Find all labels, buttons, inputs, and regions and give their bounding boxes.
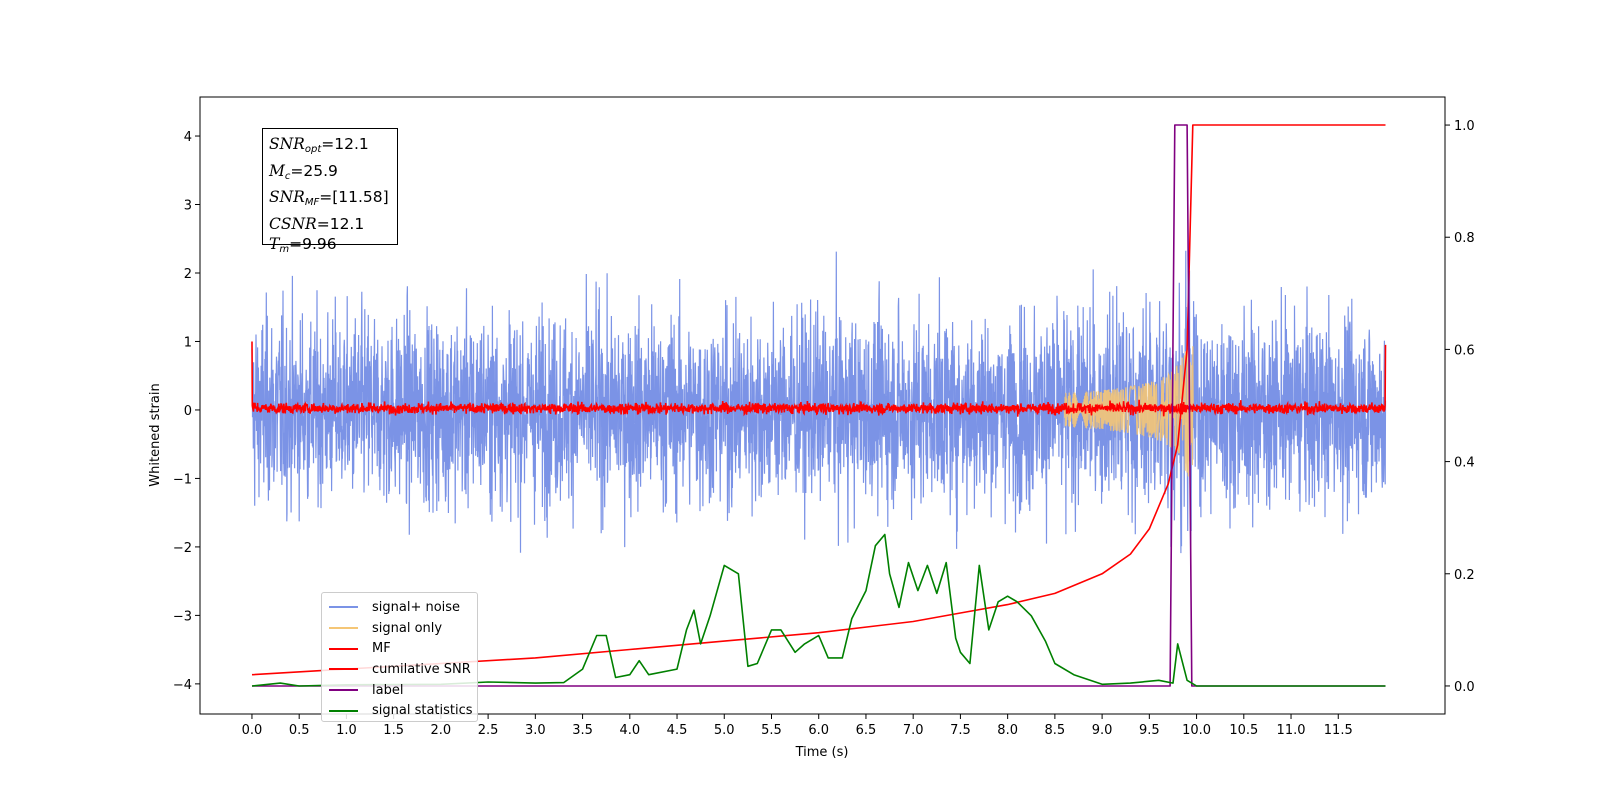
csnr-value: =12.1 [316,214,365,233]
x-tick-label: 0.5 [289,723,310,738]
legend-swatch [329,709,358,712]
x-tick-label: 8.0 [997,723,1018,738]
mf-series [251,341,1387,417]
info-box: SNRopt=12.1 Mc=25.9 SNRMF=[11.58] CSNR=1… [262,128,398,255]
y-right-tick-label: 0.8 [1454,231,1475,246]
legend-label: label [372,682,404,698]
x-tick-label: 11.0 [1277,723,1306,738]
y-tick-label: 0 [184,404,192,419]
x-tick-label: 3.5 [572,723,593,738]
tm-value: =9.96 [289,235,337,253]
x-tick-label: 3.0 [525,723,546,738]
legend-label: signal only [372,620,443,636]
x-tick-label: 6.0 [808,723,829,738]
signal-plus-noise-line [251,250,1387,554]
legend-swatch [329,606,358,609]
legend-swatch [329,668,358,671]
x-tick-label: 4.0 [619,723,640,738]
x-tick-label: 0.0 [242,723,263,738]
signal-statistics-line [251,533,1386,687]
x-tick-label: 10.5 [1229,723,1258,738]
y-tick-label: 2 [184,267,192,282]
legend-item: label [329,680,477,701]
mc-value: =25.9 [290,161,338,180]
tm-line: Tm=9.96 [269,235,337,255]
x-tick-label: 1.0 [336,723,357,738]
plot-frame [199,96,1446,715]
snr-opt-value: =12.1 [321,135,369,153]
signal-only-series [1063,344,1197,477]
signal-plus-noise-series [251,250,1387,554]
x-tick-label: 11.5 [1324,723,1353,738]
legend-label: signal+ noise [372,599,461,615]
snr-opt-line: SNRopt=12.1 [269,135,369,155]
cumulative-snr-line [251,124,1386,676]
csnr-line: CSNR=12.1 [269,214,365,233]
x-tick-label: 6.5 [856,723,877,738]
x-tick-label: 9.5 [1139,723,1160,738]
legend: signal+ noise signal only MF cumilative … [321,592,478,722]
legend-item: MF [329,638,477,659]
y-right-tick-label: 0.4 [1454,456,1475,471]
legend-item: signal only [329,618,477,639]
y-tick-label: −1 [173,472,192,487]
x-tick-label: 8.5 [1045,723,1066,738]
y-right-tick-label: 0.2 [1454,568,1475,583]
snr-mf-line: SNRMF=[11.58] [269,188,389,208]
right-axis-series [251,124,1386,687]
y-tick-label: −3 [173,609,192,624]
snr-mf-value: =[11.58] [319,188,389,206]
x-tick-label: 9.0 [1092,723,1113,738]
legend-label: cumilative SNR [372,661,471,677]
legend-item: cumilative SNR [329,659,477,680]
x-tick-label: 2.5 [478,723,499,738]
mf-line [251,341,1387,417]
x-tick-label: 5.5 [761,723,782,738]
legend-swatch [329,689,358,692]
y-axis-label: Whitened strain [148,383,163,486]
axes: 0.0 0.5 1.0 1.5 2.0 2.5 3.0 3.5 4.0 4.5 5.0 5.5 6.0 6… [173,96,1475,738]
y-right-tick-label: 0.6 [1454,343,1475,358]
y-tick-label: 1 [184,335,192,350]
legend-item: signal statistics [329,700,477,721]
x-tick-label: 2.0 [431,723,452,738]
x-tick-label: 1.5 [383,723,404,738]
legend-label: signal statistics [372,703,473,719]
y-right-tick-label: 1.0 [1454,119,1475,134]
x-axis-label: Time (s) [795,745,849,760]
y-tick-label: 3 [184,199,192,214]
y-tick-label: 4 [184,130,192,145]
signal-only-line [1063,344,1197,477]
y-tick-label: −4 [173,678,192,693]
legend-swatch [329,647,358,650]
x-tick-label: 4.5 [667,723,688,738]
legend-item: signal+ noise [329,597,477,618]
mc-line: Mc=25.9 [269,161,338,182]
x-tick-label: 7.5 [950,723,971,738]
x-tick-label: 10.0 [1182,723,1211,738]
legend-swatch [329,627,358,630]
y-tick-label: −2 [173,541,192,556]
x-tick-label: 7.0 [903,723,924,738]
y-right-tick-label: 0.0 [1454,680,1475,695]
x-tick-label: 5.0 [714,723,735,738]
legend-label: MF [372,641,391,657]
